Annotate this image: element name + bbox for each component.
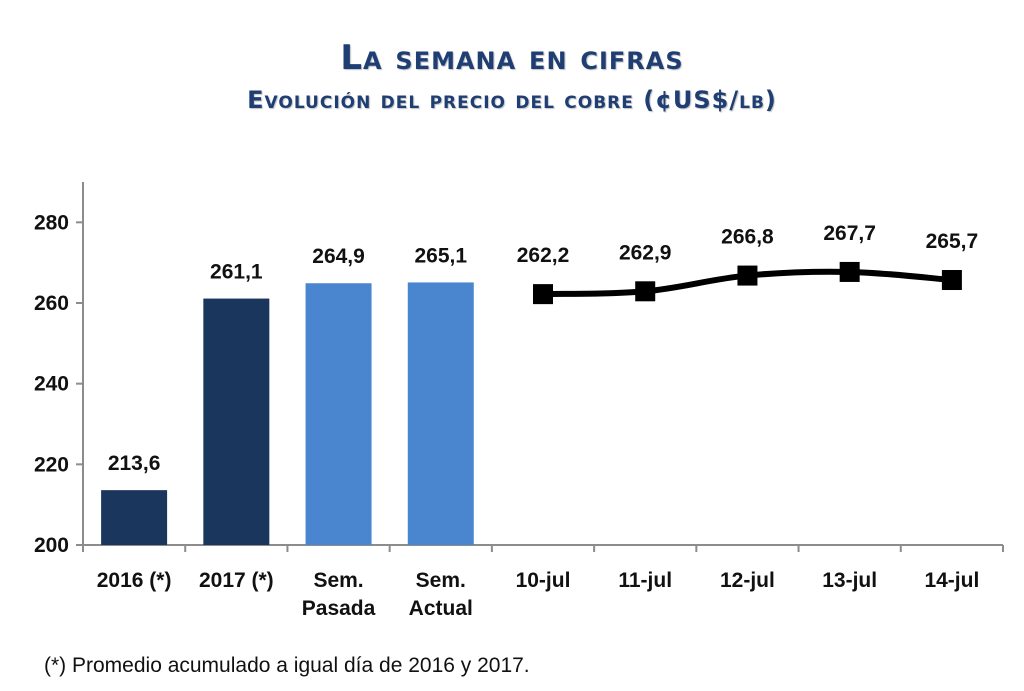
y-tick-label: 280 xyxy=(34,211,69,234)
line-data-label: 262,9 xyxy=(619,241,672,264)
bar xyxy=(305,283,372,545)
x-tick-label: 12-jul xyxy=(720,569,775,592)
bar-data-label: 264,9 xyxy=(312,245,365,268)
line-point-marker xyxy=(737,265,758,286)
chart-subtitle: Evolución del precio del cobre (¢US$/lb) xyxy=(247,86,777,114)
bar-data-label: 213,6 xyxy=(108,452,161,475)
bar xyxy=(101,490,168,545)
x-tick-label: 10-jul xyxy=(516,569,571,592)
bar-data-label: 265,1 xyxy=(414,244,467,267)
y-tick-label: 220 xyxy=(34,453,69,476)
line-data-label: 266,8 xyxy=(721,226,774,249)
line-data-label: 262,2 xyxy=(517,244,570,267)
y-tick-label: 260 xyxy=(34,292,69,315)
x-tick-label: 14-jul xyxy=(924,569,979,592)
x-tick-label: Sem. Pasada xyxy=(302,569,376,620)
x-tick-label: Sem. Actual xyxy=(409,569,473,620)
chart-title: La semana en cifras xyxy=(340,38,684,78)
line-point-marker xyxy=(635,281,656,302)
x-tick-label: 2016 (*) xyxy=(97,569,172,592)
line-point-marker xyxy=(941,270,962,291)
y-tick-label: 200 xyxy=(34,534,69,557)
x-tick-label: 11-jul xyxy=(618,569,672,592)
line-point-marker xyxy=(533,284,553,305)
line-point-marker xyxy=(839,261,860,282)
line-data-label: 267,7 xyxy=(823,222,876,245)
y-tick-label: 240 xyxy=(34,373,69,396)
line-data-label: 265,7 xyxy=(926,230,979,253)
bar xyxy=(407,282,474,545)
bar-data-label: 261,1 xyxy=(210,261,263,284)
bar xyxy=(203,298,270,545)
x-tick-label: 13-jul xyxy=(822,569,877,592)
x-tick-label: 2017 (*) xyxy=(199,569,274,592)
footnote: (*) Promedio acumulado a igual día de 20… xyxy=(44,654,530,677)
